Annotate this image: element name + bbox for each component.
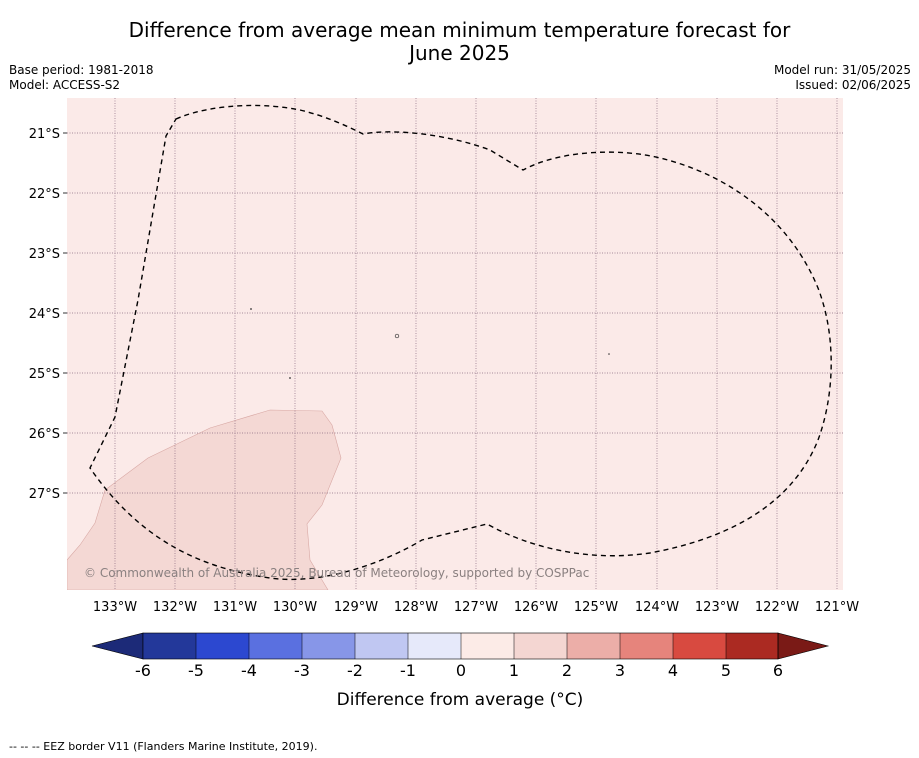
base-period: Base period: 1981-2018 [9, 63, 154, 77]
colorbar-bin [673, 633, 726, 659]
colorbar-tick: -2 [347, 661, 363, 680]
lon-label: 129°W [334, 600, 378, 615]
lon-label: 133°W [93, 600, 137, 615]
colorbar-tick: 1 [509, 661, 519, 680]
anomaly-region [67, 409, 342, 590]
colorbar-tick: 5 [721, 661, 731, 680]
colorbar-tick: 2 [562, 661, 572, 680]
colorbar: -6 -5 -4 -3 -2 -1 0 1 2 3 4 5 6 Differen… [91, 632, 830, 710]
lon-label: 128°W [394, 600, 438, 615]
lat-label: 26°S [29, 427, 60, 442]
colorbar-bin [514, 633, 567, 659]
lon-label: 130°W [273, 600, 317, 615]
lon-label: 125°W [574, 600, 618, 615]
gridlines [67, 98, 843, 590]
title-line-2: June 2025 [409, 41, 510, 65]
lon-label: 132°W [153, 600, 197, 615]
lat-label: 25°S [29, 367, 60, 382]
lat-label: 27°S [29, 487, 60, 502]
colorbar-tick-labels: -6 -5 -4 -3 -2 -1 0 1 2 3 4 5 6 [135, 661, 783, 680]
map-attribution: © Commonwealth of Australia 2025, Bureau… [84, 566, 589, 580]
lon-label: 123°W [695, 600, 739, 615]
colorbar-over-arrow [777, 632, 830, 660]
colorbar-tick: -6 [135, 661, 151, 680]
colorbar-bin [461, 633, 514, 659]
footnote: -- -- -- EEZ border V11 (Flanders Marine… [9, 740, 318, 753]
model-name: Model: ACCESS-S2 [9, 78, 121, 92]
model-run: Model run: 31/05/2025 [773, 63, 911, 77]
colorbar-under-arrow [91, 632, 144, 660]
lat-axis-labels: 21°S 22°S 23°S 24°S 25°S 26°S 27°S [29, 127, 60, 502]
colorbar-bin [196, 633, 249, 659]
issued-date: Issued: 02/06/2025 [795, 78, 911, 92]
colorbar-bin [355, 633, 408, 659]
colorbar-bin [620, 633, 673, 659]
meta-right: Model run: 31/05/2025 Issued: 02/06/2025 [774, 63, 911, 93]
colorbar-tick: -4 [241, 661, 257, 680]
colorbar-tick: 4 [668, 661, 678, 680]
colorbar-tick: -3 [294, 661, 310, 680]
lon-label: 131°W [213, 600, 257, 615]
islands [250, 308, 610, 379]
colorbar-tick: 0 [456, 661, 466, 680]
lat-label: 21°S [29, 127, 60, 142]
colorbar-label: Difference from average (°C) [337, 690, 584, 710]
lat-axis-ticks [63, 132, 67, 494]
lon-label: 124°W [635, 600, 679, 615]
colorbar-tick: -1 [400, 661, 416, 680]
title-line-1: Difference from average mean minimum tem… [128, 18, 791, 42]
lat-label: 23°S [29, 247, 60, 262]
colorbar-bin [143, 633, 196, 659]
meta-left: Base period: 1981-2018 Model: ACCESS-S2 [9, 63, 154, 93]
lon-label: 127°W [454, 600, 498, 615]
lon-label: 126°W [514, 600, 558, 615]
colorbar-bin [302, 633, 355, 659]
colorbar-bin [726, 633, 778, 659]
lon-axis-labels: 133°W 132°W 131°W 130°W 129°W 128°W 127°… [93, 600, 859, 615]
colorbar-tick: 6 [773, 661, 783, 680]
colorbar-tick: -5 [188, 661, 204, 680]
colorbar-bin [249, 633, 302, 659]
lon-label: 122°W [755, 600, 799, 615]
colorbar-bin [408, 633, 461, 659]
colorbar-tick: 3 [615, 661, 625, 680]
eez-border [89, 104, 832, 581]
lat-label: 24°S [29, 307, 60, 322]
lon-label: 121°W [815, 600, 859, 615]
colorbar-bin [567, 633, 620, 659]
lat-label: 22°S [29, 187, 60, 202]
chart-title: Difference from average mean minimum tem… [0, 19, 919, 65]
